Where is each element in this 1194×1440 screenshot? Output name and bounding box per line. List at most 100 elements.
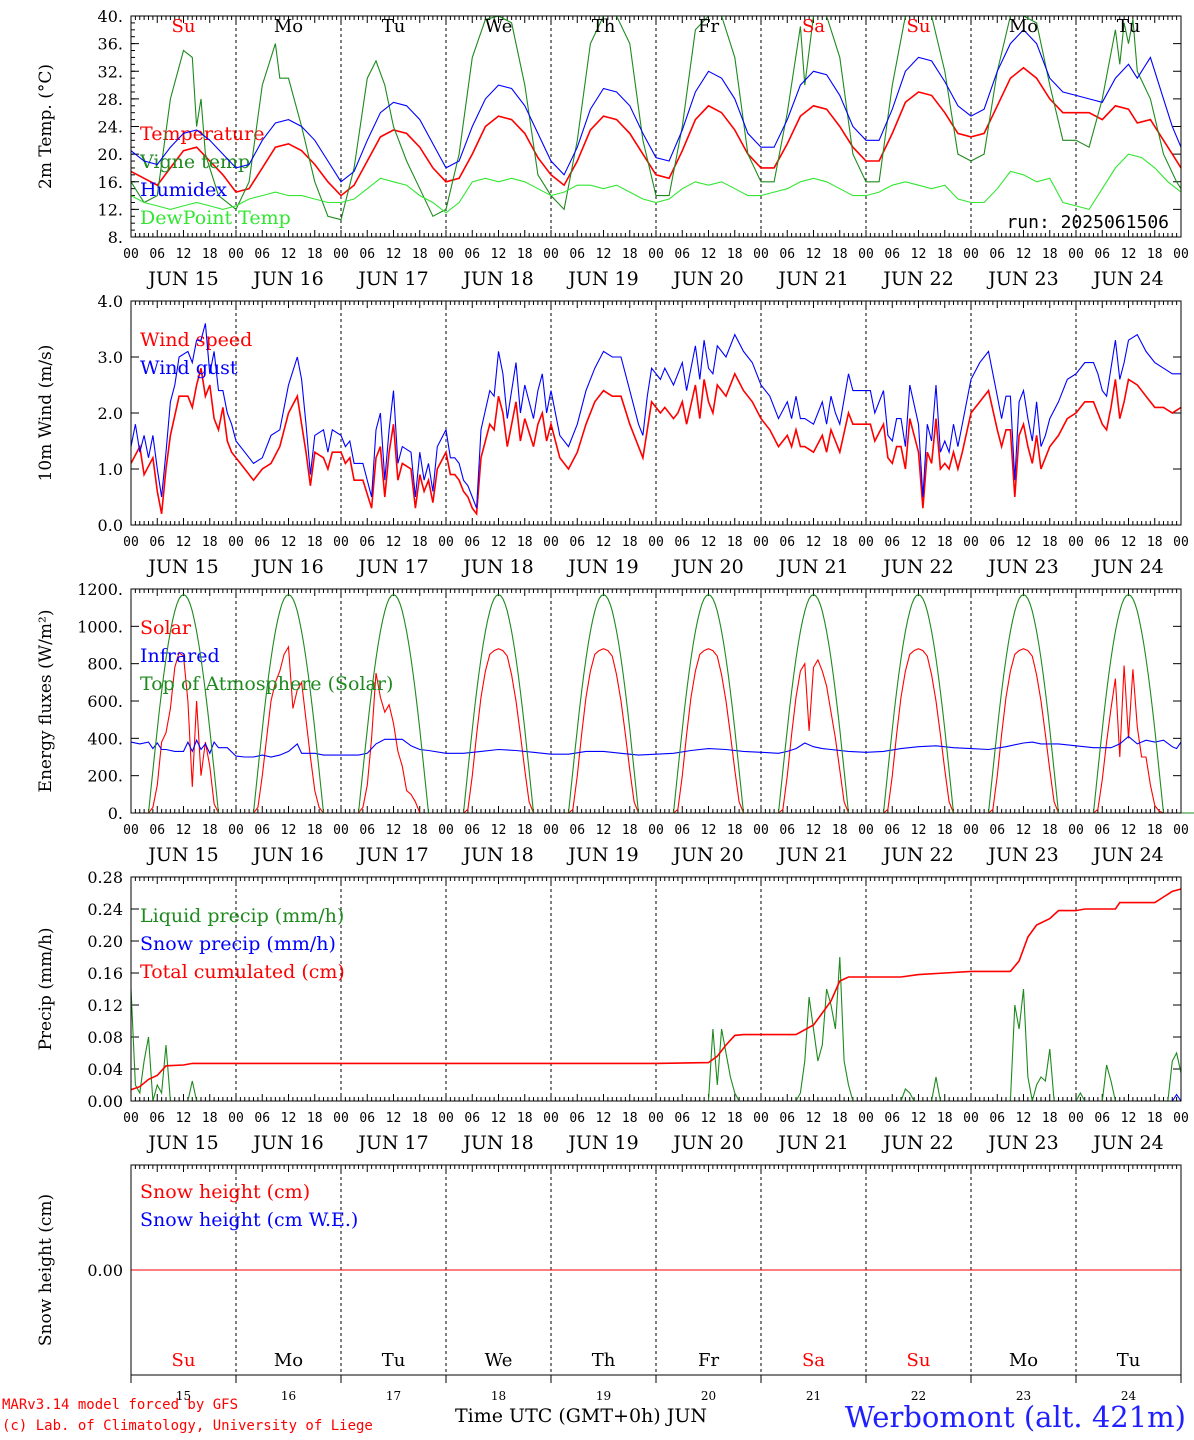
weekday-label: Su bbox=[172, 16, 196, 37]
date-label: JUN 18 bbox=[461, 1132, 533, 1154]
legend-label: Total cumulated (cm) bbox=[140, 961, 345, 983]
weekday-label: Tu bbox=[382, 1350, 406, 1371]
hour-label: 18 bbox=[622, 247, 638, 262]
date-label: JUN 17 bbox=[356, 556, 428, 578]
hour-label: 06 bbox=[779, 1111, 795, 1126]
series-3-2 bbox=[130, 735, 1182, 758]
date-label: JUN 20 bbox=[671, 556, 743, 578]
weekday-label: Mo bbox=[1009, 1350, 1038, 1371]
y-tick-label: 1000. bbox=[77, 617, 123, 636]
hour-label: 12 bbox=[386, 1111, 402, 1126]
hour-label: 18 bbox=[412, 535, 428, 550]
y-tick-label: 0.04 bbox=[87, 1060, 123, 1079]
hour-label: 12 bbox=[1016, 1111, 1032, 1126]
hour-label: 06 bbox=[674, 823, 690, 838]
y-tick-label: 3.0 bbox=[98, 348, 123, 367]
hour-label: 18 bbox=[307, 535, 323, 550]
weekday-label: Mo bbox=[274, 1350, 303, 1371]
panel-5: 0.00 Snow height (cm) Snow height (cm) Snow… bbox=[36, 1164, 1182, 1403]
date-label: JUN 16 bbox=[251, 556, 323, 578]
date-label: JUN 17 bbox=[356, 268, 428, 290]
hour-label: 18 bbox=[1042, 535, 1058, 550]
hour-label: 06 bbox=[1094, 535, 1110, 550]
series-1-1 bbox=[130, 66, 1182, 197]
hour-label: 06 bbox=[989, 823, 1005, 838]
hour-label: 18 bbox=[202, 823, 218, 838]
y-tick-label: 16. bbox=[98, 173, 123, 192]
weekday-label: Mo bbox=[1009, 16, 1038, 37]
hour-label: 06 bbox=[569, 535, 585, 550]
hour-label: 06 bbox=[884, 823, 900, 838]
hour-label: 00 bbox=[1173, 1111, 1189, 1126]
run-label: run: 2025061506 bbox=[1006, 212, 1169, 233]
hour-label: 12 bbox=[176, 823, 192, 838]
hour-label: 12 bbox=[491, 247, 507, 262]
hour-label: 00 bbox=[1173, 247, 1189, 262]
hour-label: 18 bbox=[412, 1111, 428, 1126]
hour-label: 12 bbox=[806, 535, 822, 550]
hour-label: 00 bbox=[858, 535, 874, 550]
hour-label: 06 bbox=[1094, 823, 1110, 838]
hour-label: 18 bbox=[307, 247, 323, 262]
hour-label: 00 bbox=[753, 823, 769, 838]
hour-label: 06 bbox=[359, 535, 375, 550]
hour-label: 12 bbox=[386, 247, 402, 262]
hour-label: 06 bbox=[464, 1111, 480, 1126]
hour-label: 12 bbox=[806, 247, 822, 262]
hour-label: 00 bbox=[1068, 247, 1084, 262]
y-tick-label: 0.24 bbox=[87, 900, 123, 919]
hour-label: 18 bbox=[622, 535, 638, 550]
date-label: JUN 24 bbox=[1091, 556, 1163, 578]
y-tick-label: 1.0 bbox=[98, 460, 123, 479]
hour-label: 12 bbox=[491, 823, 507, 838]
plot-frame bbox=[130, 15, 1182, 238]
weekday-label: Su bbox=[907, 16, 931, 37]
weekday-label: We bbox=[485, 1350, 513, 1371]
y-tick-label: 0.16 bbox=[87, 964, 123, 983]
hour-label: 06 bbox=[1094, 247, 1110, 262]
hour-label: 18 bbox=[202, 247, 218, 262]
date-label: JUN 21 bbox=[776, 1132, 848, 1154]
date-label: JUN 18 bbox=[461, 844, 533, 866]
hour-label: 18 bbox=[1147, 823, 1163, 838]
y-tick-label: 32. bbox=[98, 62, 123, 81]
date-label: JUN 24 bbox=[1091, 1132, 1163, 1154]
hour-label: 06 bbox=[254, 535, 270, 550]
hour-label: 18 bbox=[517, 535, 533, 550]
day-number-label: 24 bbox=[1121, 1389, 1137, 1403]
y-tick-label: 8. bbox=[108, 228, 123, 247]
date-label: JUN 23 bbox=[986, 844, 1058, 866]
hour-label: 06 bbox=[569, 247, 585, 262]
hour-label: 00 bbox=[543, 1111, 559, 1126]
hour-label: 18 bbox=[517, 823, 533, 838]
hour-label: 12 bbox=[701, 535, 717, 550]
y-tick-label: 28. bbox=[98, 90, 123, 109]
weekday-label: Sa bbox=[802, 16, 825, 37]
hour-label: 00 bbox=[438, 247, 454, 262]
y-tick-label: 36. bbox=[98, 35, 123, 54]
hour-label: 12 bbox=[386, 823, 402, 838]
day-number-label: 21 bbox=[806, 1389, 821, 1403]
legend-label: Top of Atmosphere (Solar) bbox=[140, 673, 393, 695]
hour-label: 18 bbox=[307, 823, 323, 838]
date-label: JUN 20 bbox=[671, 268, 743, 290]
hour-label: 18 bbox=[1042, 247, 1058, 262]
hour-label: 12 bbox=[701, 247, 717, 262]
hour-label: 18 bbox=[727, 247, 743, 262]
weekday-label: Th bbox=[592, 1350, 616, 1371]
plot-frame bbox=[130, 876, 1182, 1102]
hour-label: 06 bbox=[1094, 1111, 1110, 1126]
hour-label: 00 bbox=[333, 823, 349, 838]
date-label: JUN 17 bbox=[356, 844, 428, 866]
legend-label: Snow height (cm W.E.) bbox=[140, 1209, 358, 1231]
hour-label: 12 bbox=[911, 1111, 927, 1126]
hour-label: 06 bbox=[569, 823, 585, 838]
weekday-label: We bbox=[485, 16, 513, 37]
y-axis-title: Precip (mm/h) bbox=[36, 927, 56, 1050]
date-label: JUN 15 bbox=[146, 268, 218, 290]
hour-label: 12 bbox=[596, 1111, 612, 1126]
hour-label: 00 bbox=[963, 247, 979, 262]
date-label: JUN 17 bbox=[356, 1132, 428, 1154]
panel-4: 0.00 0.04 0.08 0.12 0.16 0.20 0.24 0.28 Precip (… bbox=[36, 868, 1189, 1154]
hour-label: 18 bbox=[517, 1111, 533, 1126]
